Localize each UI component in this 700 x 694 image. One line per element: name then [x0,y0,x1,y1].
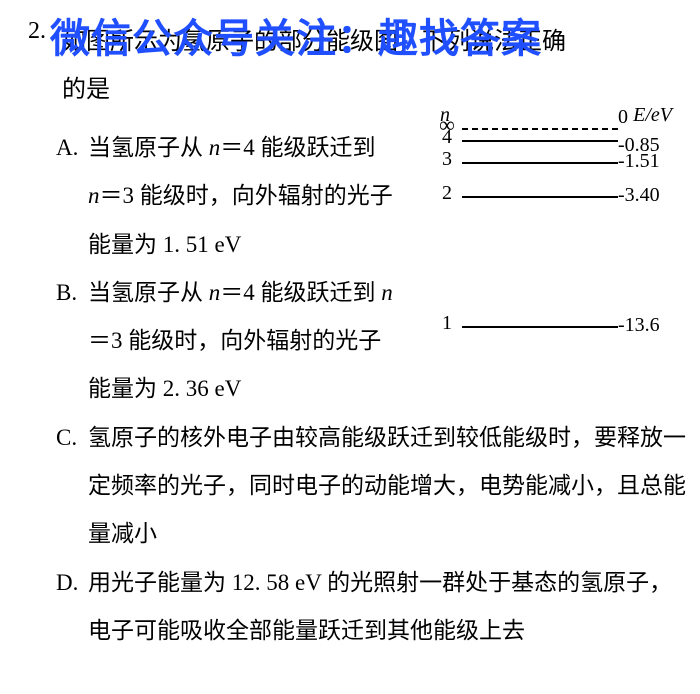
option-b-label: B. [56,269,77,317]
option-c-body: 氢原子的核外电子由较高能级跃迁到较低能级时，要释放一定频率的光子，同时电子的动能… [88,414,688,559]
option-a: A. 当氢原子从 n＝4 能级跃迁到 n＝3 能级时，向外辐射的光子 能量为 1… [88,124,672,269]
stem-line-1: 如图所示为氢原子的部分能级图，下列说法正确 [62,29,566,55]
option-d-label: D. [56,559,78,607]
option-c: C. 氢原子的核外电子由较高能级跃迁到较低能级时，要释放一定频率的光子，同时电子… [88,414,672,559]
question-stem: 如图所示为氢原子的部分能级图，下列说法正确 的是 [62,18,672,114]
option-a-body: 当氢原子从 n＝4 能级跃迁到 n＝3 能级时，向外辐射的光子 能量为 1. 5… [88,124,458,269]
option-d: D. 用光子能量为 12. 58 eV 的光照射一群处于基态的氢原子，电子可能吸… [88,559,672,656]
option-b-body: 当氢原子从 n＝4 能级跃迁到 n ＝3 能级时，向外辐射的光子 能量为 2. … [88,269,508,414]
question-number: 2. [28,18,46,45]
option-a-label: A. [56,124,78,172]
stem-line-2: 的是 [62,77,110,103]
option-c-label: C. [56,414,77,462]
option-b: B. 当氢原子从 n＝4 能级跃迁到 n ＝3 能级时，向外辐射的光子 能量为 … [88,269,672,414]
options-list: A. 当氢原子从 n＝4 能级跃迁到 n＝3 能级时，向外辐射的光子 能量为 1… [88,124,672,655]
option-d-body: 用光子能量为 12. 58 eV 的光照射一群处于基态的氢原子，电子可能吸收全部… [88,559,688,656]
